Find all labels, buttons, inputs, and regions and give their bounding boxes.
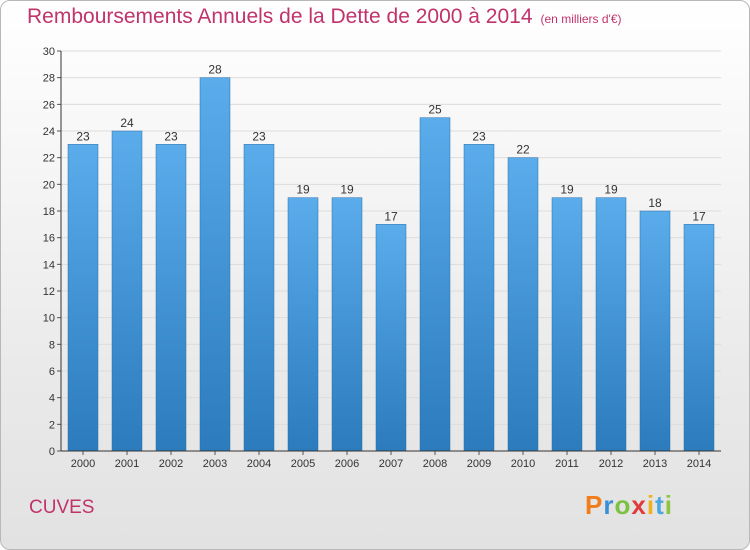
x-tick-label: 2002 — [159, 458, 183, 470]
bar-value-label: 23 — [76, 129, 90, 143]
proxiti-logo: Proxiti — [585, 490, 673, 521]
logo-letter: i — [646, 490, 656, 520]
y-tick-label: 28 — [43, 73, 55, 85]
x-tick-label: 2006 — [335, 458, 359, 470]
x-tick-label: 2013 — [643, 458, 667, 470]
bar-value-label: 17 — [692, 209, 706, 223]
bar-value-label: 19 — [604, 183, 618, 197]
bar — [463, 144, 495, 452]
x-tick-label: 2005 — [291, 458, 315, 470]
bar — [551, 197, 583, 452]
bar — [111, 130, 143, 452]
bar-value-label: 25 — [428, 103, 442, 117]
chart-title: Remboursements Annuels de la Dette de 20… — [27, 5, 622, 29]
y-tick-label: 12 — [43, 286, 55, 298]
bar — [507, 157, 539, 452]
y-tick-label: 24 — [43, 126, 55, 138]
chart-title-text: Remboursements Annuels de la Dette de 20… — [27, 5, 533, 28]
bar-value-label: 28 — [208, 63, 222, 77]
bar — [683, 224, 715, 452]
bar-value-label: 23 — [164, 129, 178, 143]
x-tick-label: 2004 — [247, 458, 271, 470]
x-tick-label: 2012 — [599, 458, 623, 470]
bar — [287, 197, 319, 452]
bar — [67, 144, 99, 452]
y-tick-label: 18 — [43, 206, 55, 218]
y-tick-label: 22 — [43, 153, 55, 165]
x-tick-label: 2010 — [511, 458, 535, 470]
bar-value-label: 23 — [252, 129, 266, 143]
y-tick-label: 0 — [49, 446, 55, 458]
y-tick-label: 14 — [43, 259, 55, 271]
bar — [375, 224, 407, 452]
x-tick-label: 2000 — [71, 458, 95, 470]
x-tick-label: 2003 — [203, 458, 227, 470]
y-tick-label: 30 — [43, 46, 55, 58]
logo-letter: P — [585, 490, 604, 520]
bar — [155, 144, 187, 452]
y-tick-label: 16 — [43, 233, 55, 245]
y-tick-label: 4 — [49, 393, 55, 405]
logo-letter: i — [664, 490, 673, 520]
logo-letter: x — [631, 490, 647, 520]
y-tick-label: 6 — [49, 366, 55, 378]
location-label: CUVES — [29, 497, 95, 518]
bar — [199, 77, 231, 452]
y-tick-label: 2 — [49, 419, 55, 431]
chart-subtitle: (en milliers d'€) — [540, 12, 622, 26]
bar-value-label: 24 — [120, 116, 134, 130]
y-tick-label: 8 — [49, 339, 55, 351]
logo-letter: t — [655, 490, 665, 520]
bars: 23 24 23 28 23 19 19 17 25 23 22 19 19 18 17 — [67, 63, 715, 452]
x-tick-label: 2014 — [687, 458, 711, 470]
x-tick-label: 2011 — [555, 458, 579, 470]
logo-letter: o — [614, 490, 632, 520]
bar — [331, 197, 363, 452]
bar — [595, 197, 627, 452]
bar-value-label: 22 — [516, 143, 530, 157]
bar-value-label: 19 — [560, 183, 574, 197]
bar — [419, 117, 451, 452]
x-tick-label: 2007 — [379, 458, 403, 470]
y-tick-label: 10 — [43, 313, 55, 325]
bar-value-label: 23 — [472, 129, 486, 143]
logo-letter: r — [603, 490, 615, 520]
bar-value-label: 17 — [384, 209, 398, 223]
bar — [243, 144, 275, 452]
bar — [639, 210, 671, 452]
x-tick-label: 2001 — [115, 458, 139, 470]
y-tick-label: 26 — [43, 99, 55, 111]
bar-value-label: 18 — [648, 196, 662, 210]
x-tick-label: 2009 — [467, 458, 491, 470]
bar-value-label: 19 — [296, 183, 310, 197]
y-tick-label: 20 — [43, 179, 55, 191]
x-tick-label: 2008 — [423, 458, 447, 470]
bar-value-label: 19 — [340, 183, 354, 197]
